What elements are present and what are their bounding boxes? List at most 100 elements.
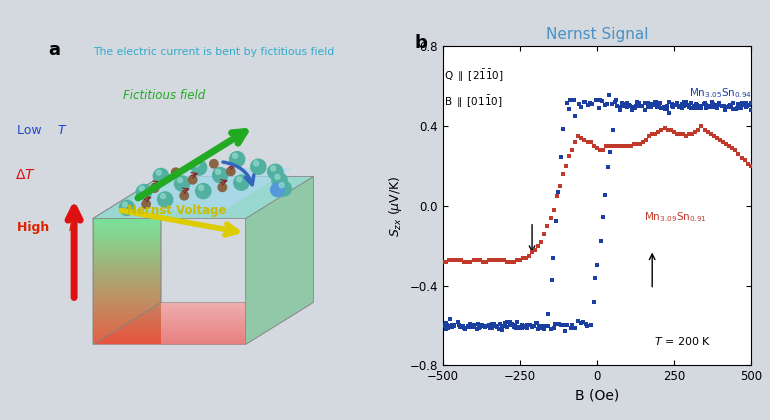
Point [628,141,640,147]
Polygon shape [152,305,309,308]
Polygon shape [111,331,268,333]
Point [526,248,538,255]
Point [680,102,692,109]
Point [736,102,748,108]
Point [592,105,604,111]
Point [634,141,646,147]
Point [490,324,503,331]
Point [625,104,638,110]
Polygon shape [93,289,161,294]
Y-axis label: $S_{zx}$ ($\mu$V/K): $S_{zx}$ ($\mu$V/K) [387,175,403,236]
Polygon shape [93,269,161,274]
Polygon shape [93,176,313,218]
Point [452,319,464,326]
Point [590,97,602,104]
Circle shape [279,183,284,188]
Point [461,323,474,329]
Polygon shape [93,329,161,334]
Text: a: a [49,41,61,59]
Point [618,102,631,109]
Point [555,154,567,161]
Point [623,102,635,109]
Point [661,106,673,113]
Text: $T$: $T$ [57,124,68,137]
Point [555,321,567,328]
Circle shape [275,174,280,179]
Point [533,322,545,329]
Circle shape [270,183,284,197]
Text: Nernst Voltage: Nernst Voltage [127,204,226,217]
Point [474,323,486,330]
Polygon shape [125,322,282,325]
Text: b: b [414,34,427,52]
Point [678,99,691,105]
Point [727,100,739,106]
Point [518,323,531,330]
Point [635,102,648,109]
Point [680,133,692,139]
Point [495,256,507,263]
Point [652,129,665,135]
Point [443,322,455,329]
Point [621,100,633,107]
Point [579,98,591,105]
Point [581,322,594,329]
Point [674,131,686,137]
Point [535,323,547,330]
Point [566,321,578,328]
Point [661,127,674,134]
Point [573,101,585,108]
Text: Mn$_{3.09}$Sn$_{0.91}$: Mn$_{3.09}$Sn$_{0.91}$ [644,210,708,223]
Point [705,131,717,137]
Point [529,246,541,253]
Point [464,322,477,328]
Point [698,127,711,134]
Point [591,262,604,268]
Point [633,101,645,108]
Text: The electric current is bent by fictitious field: The electric current is bent by fictitio… [93,47,334,57]
Polygon shape [93,259,161,264]
Point [637,139,649,145]
Point [676,101,688,108]
Point [735,155,748,161]
Circle shape [177,178,182,183]
Point [723,143,735,150]
Point [654,99,666,106]
Point [454,324,466,331]
Point [537,324,550,331]
Point [695,123,708,129]
Point [639,100,651,106]
Point [641,100,654,106]
Point [658,125,671,131]
Point [559,327,571,334]
Point [544,326,557,332]
Point [498,323,511,329]
Point [729,147,742,153]
Point [646,131,658,137]
Point [504,319,516,326]
Point [496,325,508,331]
Point [461,258,474,265]
Point [504,322,516,328]
Point [594,97,606,103]
Point [603,143,615,150]
Point [489,322,501,329]
Point [683,131,695,137]
Point [588,143,600,150]
Circle shape [153,168,169,184]
Point [631,98,643,105]
Point [610,97,622,103]
Point [471,325,484,332]
Point [713,100,725,106]
Point [671,100,683,107]
Point [486,321,498,328]
Point [665,102,678,109]
Point [609,143,621,150]
Polygon shape [93,324,161,329]
Point [717,103,729,110]
Point [710,102,722,108]
Circle shape [251,159,266,174]
Point [474,256,486,263]
Point [735,105,747,111]
Point [561,322,574,328]
